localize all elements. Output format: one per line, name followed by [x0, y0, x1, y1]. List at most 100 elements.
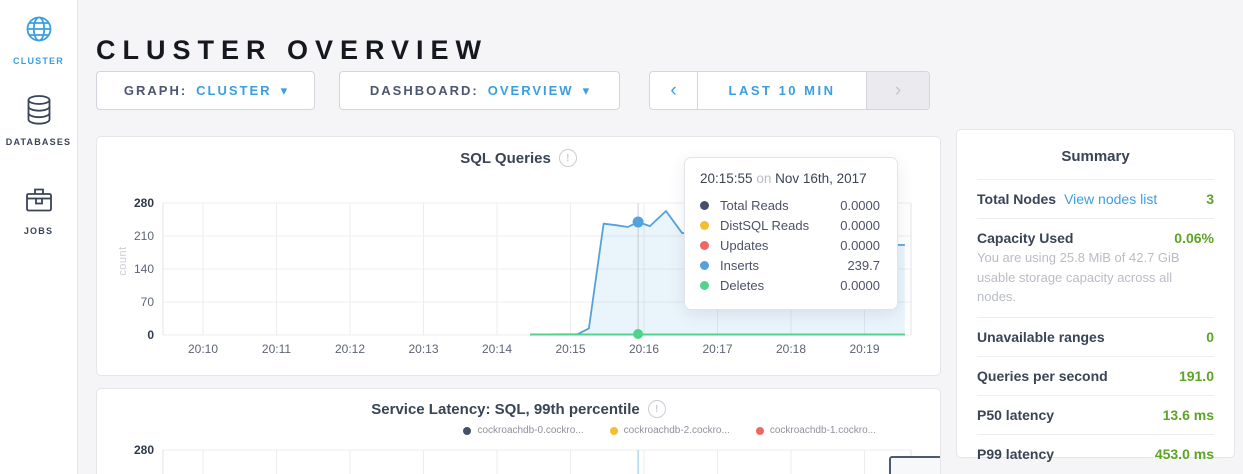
- summary-value: 0: [1206, 328, 1214, 345]
- svg-text:280: 280: [134, 443, 154, 457]
- sidebar-item-label: CLUSTER: [13, 56, 64, 66]
- tooltip-timestamp: 20:15:55 on Nov 16th, 2017: [700, 171, 867, 186]
- svg-text:20:17: 20:17: [702, 342, 732, 356]
- legend-label: cockroachdb-2.cockro...: [623, 425, 730, 436]
- tooltip-row: DistSQL Reads 0.0000: [700, 215, 880, 235]
- svg-text:140: 140: [134, 262, 154, 276]
- chart-legend: cockroachdb-0.cockro... cockroachdb-2.co…: [97, 425, 940, 436]
- legend-item[interactable]: cockroachdb-1.cockro...: [755, 425, 876, 436]
- time-window-prev-button[interactable]: ‹: [650, 72, 698, 109]
- database-icon: [24, 94, 54, 131]
- graph-dropdown-label: GRAPH:: [123, 83, 188, 98]
- summary-title: Summary: [1061, 148, 1130, 165]
- latency-chart-title: Service Latency: SQL, 99th percentile: [371, 400, 640, 418]
- summary-label: Capacity Used: [977, 230, 1074, 246]
- dashboard-dropdown-value: OVERVIEW: [487, 83, 574, 98]
- view-nodes-list-link[interactable]: View nodes list: [1064, 191, 1158, 207]
- summary-value: 3: [1206, 191, 1214, 207]
- series-dot-icon: [700, 220, 709, 230]
- dashboard-dropdown[interactable]: DASHBOARD: OVERVIEW ▾: [339, 71, 620, 110]
- svg-text:20:10: 20:10: [188, 342, 218, 356]
- chart-tooltip-partial: [889, 456, 940, 474]
- tooltip-row: Updates 0.0000: [700, 235, 880, 255]
- svg-text:0: 0: [147, 328, 154, 342]
- sql-chart-title: SQL Queries: [460, 149, 551, 167]
- summary-row-qps: Queries per second 191.0: [977, 355, 1214, 395]
- tooltip-row: Deletes 0.0000: [700, 275, 880, 295]
- summary-label: P99 latency: [977, 445, 1055, 462]
- series-dot-icon: [700, 240, 709, 250]
- time-window-selector: ‹ LAST 10 MIN ›: [649, 71, 930, 110]
- summary-label: Unavailable ranges: [977, 328, 1105, 345]
- chart-tooltip: 20:15:55 on Nov 16th, 2017 Total Reads 0…: [684, 157, 898, 310]
- svg-text:20:13: 20:13: [408, 342, 438, 356]
- time-window-label[interactable]: LAST 10 MIN: [728, 83, 836, 98]
- summary-row-unavailable-ranges: Unavailable ranges 0: [977, 316, 1214, 356]
- series-dot-icon: [463, 426, 472, 435]
- summary-row-p50: P50 latency 13.6 ms: [977, 394, 1214, 434]
- service-latency-plot[interactable]: 280: [97, 389, 941, 474]
- globe-icon: [23, 13, 55, 50]
- chevron-left-icon: ‹: [670, 79, 677, 101]
- graph-dropdown[interactable]: GRAPH: CLUSTER ▾: [96, 71, 315, 110]
- sidebar-item-label: JOBS: [23, 226, 54, 236]
- info-icon[interactable]: !: [558, 149, 577, 167]
- chevron-right-icon: ›: [894, 79, 902, 101]
- series-label: Deletes: [720, 277, 765, 293]
- sidebar-item-cluster[interactable]: CLUSTER: [13, 13, 64, 66]
- summary-value: 191.0: [1178, 367, 1214, 384]
- legend-label: cockroachdb-1.cockro...: [769, 425, 876, 436]
- svg-text:20:19: 20:19: [849, 342, 879, 356]
- series-value: 239.7: [847, 257, 880, 273]
- svg-text:210: 210: [134, 229, 154, 243]
- summary-row-total-nodes: Total Nodes View nodes list 3: [977, 179, 1214, 218]
- series-label: Total Reads: [720, 197, 789, 213]
- summary-label: Total Nodes: [977, 191, 1057, 207]
- tooltip-row: Inserts 239.7: [700, 255, 880, 275]
- series-label: Updates: [720, 237, 769, 253]
- summary-label: P50 latency: [977, 406, 1055, 423]
- legend-item[interactable]: cockroachdb-0.cockro...: [463, 425, 584, 436]
- svg-text:20:15: 20:15: [555, 342, 585, 356]
- svg-text:280: 280: [134, 196, 154, 210]
- series-dot-icon: [609, 426, 618, 435]
- svg-text:70: 70: [141, 295, 155, 309]
- summary-row-p99: P99 latency 453.0 ms: [977, 433, 1214, 473]
- graph-dropdown-value: CLUSTER: [196, 83, 272, 98]
- briefcase-icon: [23, 185, 55, 220]
- legend-item[interactable]: cockroachdb-2.cockro...: [609, 425, 730, 436]
- sidebar: CLUSTER DATABASES: [0, 0, 78, 474]
- series-dot-icon: [700, 200, 709, 210]
- series-value: 0.0000: [840, 217, 880, 233]
- summary-row-capacity-used: Capacity Used 0.06%: [977, 218, 1214, 252]
- legend-label: cockroachdb-0.cockro...: [477, 425, 584, 436]
- svg-text:20:14: 20:14: [482, 342, 512, 356]
- tooltip-row: Total Reads 0.0000: [700, 195, 880, 215]
- sidebar-item-databases[interactable]: DATABASES: [6, 94, 71, 147]
- chevron-down-icon: ▾: [280, 83, 288, 98]
- sidebar-item-jobs[interactable]: JOBS: [23, 185, 55, 236]
- series-label: DistSQL Reads: [720, 217, 810, 233]
- series-dot-icon: [700, 280, 709, 290]
- summary-panel: Summary Total Nodes View nodes list 3 Ca…: [956, 129, 1235, 462]
- time-window-next-button[interactable]: ›: [866, 72, 929, 109]
- summary-value: 0.06%: [1174, 230, 1214, 246]
- series-dot-icon: [755, 426, 764, 435]
- series-value: 0.0000: [840, 197, 880, 213]
- svg-text:20:16: 20:16: [629, 342, 659, 356]
- series-dot-icon: [700, 260, 709, 270]
- summary-value: 453.0 ms: [1154, 445, 1214, 462]
- info-icon[interactable]: !: [647, 400, 666, 418]
- summary-value: 13.6 ms: [1162, 406, 1214, 423]
- series-value: 0.0000: [840, 237, 880, 253]
- sidebar-item-label: DATABASES: [5, 137, 72, 147]
- page-title: CLUSTER OVERVIEW: [96, 35, 489, 66]
- series-label: Inserts: [720, 257, 760, 273]
- dashboard-dropdown-label: DASHBOARD:: [369, 83, 479, 98]
- service-latency-chart-card: Service Latency: SQL, 99th percentile ! …: [96, 388, 941, 474]
- series-value: 0.0000: [840, 277, 880, 293]
- summary-label: Queries per second: [977, 367, 1108, 384]
- svg-text:20:18: 20:18: [776, 342, 806, 356]
- sql-queries-chart-card: SQL Queries ! count 0 70 140 210 280 20:10 20:…: [96, 136, 941, 376]
